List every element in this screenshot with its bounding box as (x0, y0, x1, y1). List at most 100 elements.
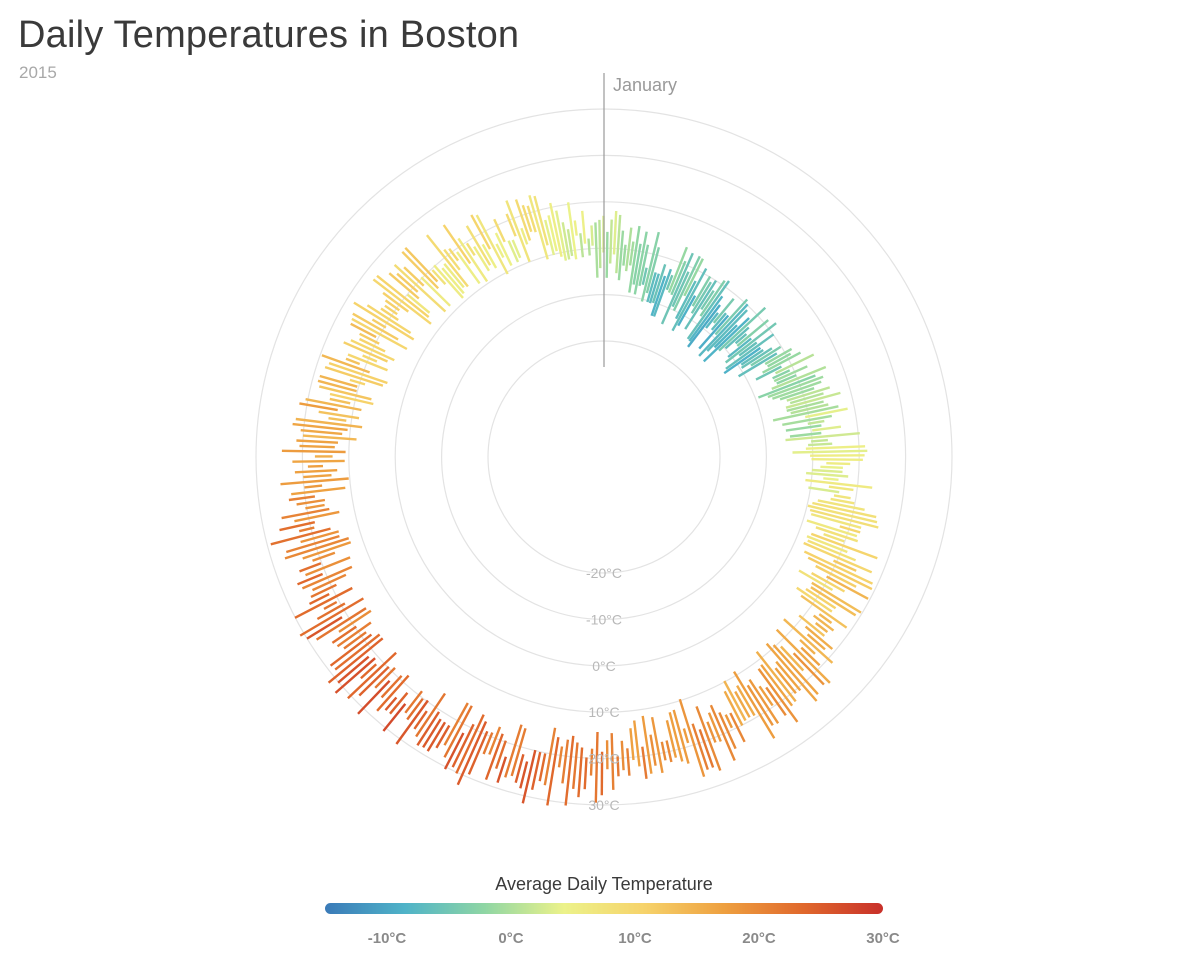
day-bar (425, 234, 469, 288)
day-bar (660, 252, 694, 325)
day-bar (755, 650, 797, 703)
day-bar (549, 202, 563, 258)
day-bar (671, 268, 708, 332)
day-bar (815, 526, 859, 543)
day-bar (615, 214, 622, 274)
day-bar (771, 365, 827, 391)
day-bar (296, 498, 326, 506)
day-bar (299, 562, 322, 573)
legend-title: Average Daily Temperature (495, 874, 712, 894)
day-bar (757, 374, 816, 399)
day-bar (691, 275, 712, 307)
day-bar (310, 583, 337, 598)
day-bar (315, 607, 367, 641)
day-bar (690, 281, 712, 314)
day-bar (404, 246, 439, 283)
day-bar (674, 280, 697, 320)
day-bar (723, 680, 747, 722)
day-bar (457, 237, 489, 283)
day-bar (786, 400, 824, 412)
day-bar (785, 391, 841, 409)
day-bar (808, 486, 840, 494)
day-bar (448, 247, 460, 262)
day-bar (350, 322, 377, 339)
radial-tick-label: 20°C (588, 751, 619, 767)
day-bar (780, 645, 805, 672)
day-bar (465, 225, 492, 266)
day-bar (667, 246, 689, 294)
day-bar (374, 667, 396, 689)
day-bar (727, 337, 752, 358)
day-bar (505, 213, 517, 237)
day-bar (589, 748, 594, 776)
day-bar (706, 721, 717, 743)
day-bar (349, 378, 366, 386)
day-bar (650, 716, 664, 774)
day-bar (510, 727, 527, 777)
day-bar (641, 267, 648, 286)
day-bar (773, 365, 808, 383)
day-bar (343, 341, 388, 363)
day-bar (790, 403, 829, 415)
day-bar (594, 222, 599, 278)
day-bar (712, 297, 735, 324)
day-bar (544, 219, 556, 256)
day-bar (343, 631, 367, 650)
day-bar (622, 244, 627, 266)
day-bar (327, 637, 384, 684)
day-bar (496, 756, 508, 783)
day-bar (431, 269, 447, 286)
day-bar (312, 551, 336, 562)
day-bar (698, 314, 730, 350)
day-bar (323, 600, 338, 610)
day-bar (810, 586, 857, 617)
day-bar (820, 465, 843, 469)
day-bar (620, 740, 625, 771)
day-bar (294, 586, 353, 619)
day-bar (806, 519, 858, 538)
day-bar (329, 633, 373, 667)
day-bar (299, 444, 335, 449)
day-bar (345, 357, 361, 366)
day-bar (684, 279, 718, 330)
day-bar (495, 243, 505, 259)
day-bar (691, 723, 709, 770)
day-bar (772, 369, 791, 380)
day-bar (420, 276, 451, 307)
day-bar (724, 714, 733, 729)
day-bar (455, 714, 485, 774)
day-bar (714, 298, 749, 336)
day-bar (633, 720, 641, 767)
day-bar (765, 686, 787, 716)
day-bar (648, 273, 660, 304)
day-bar (687, 304, 721, 348)
day-bar (334, 633, 381, 671)
day-bar (305, 556, 351, 577)
daily-bars (270, 194, 879, 806)
day-bar (823, 532, 845, 543)
day-bar (729, 712, 746, 743)
day-bar (740, 347, 773, 369)
legend-tick-label: 0°C (498, 930, 523, 947)
day-bar (710, 312, 727, 331)
day-bar (705, 312, 719, 329)
chart-subtitle: 2015 (19, 63, 57, 82)
day-bar (732, 670, 776, 739)
day-bar (746, 684, 774, 726)
day-bar (538, 753, 547, 782)
day-bar (473, 245, 491, 272)
day-bar (782, 414, 833, 426)
day-bar (372, 278, 432, 325)
day-bar (465, 242, 476, 257)
day-bar (633, 231, 648, 295)
day-bar (433, 264, 464, 299)
day-bar (772, 380, 822, 400)
day-bar (826, 462, 851, 466)
day-bar (371, 318, 387, 329)
day-bar (573, 220, 578, 236)
day-bar (737, 352, 778, 378)
day-bar (358, 337, 386, 353)
day-bar (347, 353, 388, 372)
day-bar (688, 295, 724, 342)
legend-tick-label: 20°C (742, 930, 776, 947)
